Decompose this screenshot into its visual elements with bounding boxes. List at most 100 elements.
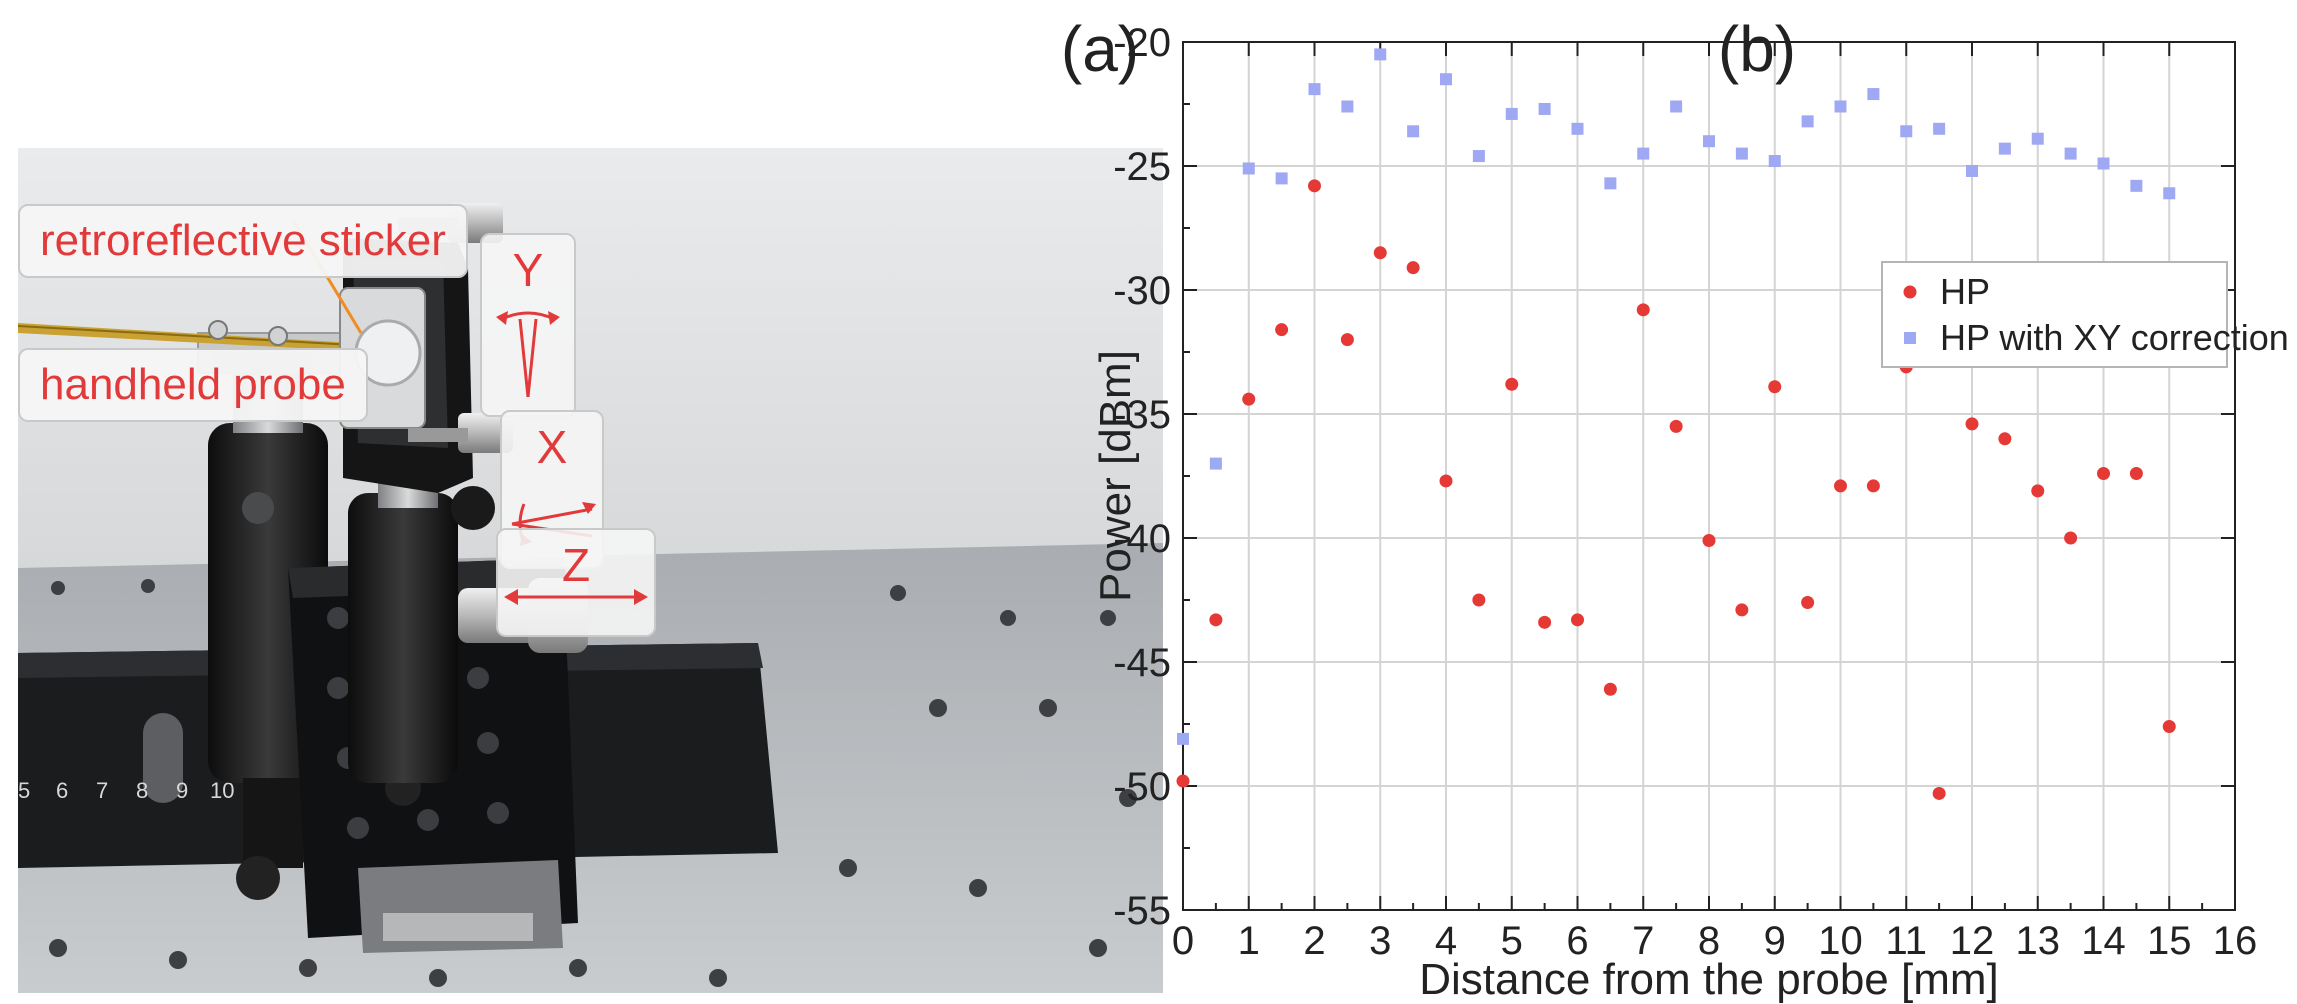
ruler-number: 9: [176, 778, 188, 803]
xy-corrected-point: [1308, 83, 1321, 96]
hp-point: [1603, 682, 1617, 696]
y-tick-label: -55: [1113, 889, 1171, 933]
hp-point: [2064, 531, 2078, 545]
xy-corrected-point: [1735, 147, 1748, 160]
y-axis-title: Power [dBm]: [1091, 350, 1140, 602]
legend-label: HP: [1940, 271, 1990, 312]
x-tick-label: 1: [1238, 919, 1260, 963]
x-tick-label: 6: [1566, 919, 1588, 963]
legend-marker-xy: [1904, 332, 1916, 344]
xy-corrected-point: [2097, 157, 2110, 170]
hp-point: [1636, 303, 1650, 317]
y-tick-label: -35: [1113, 393, 1171, 437]
z-translation-box: Z: [496, 528, 656, 637]
hp-point: [1735, 603, 1749, 617]
panel-label-a: (a): [1060, 13, 1140, 85]
x-tick-label: 16: [2213, 919, 2258, 963]
y-tick-label: -20: [1113, 21, 1171, 65]
hp-point: [1866, 479, 1880, 493]
hp-point: [1472, 593, 1486, 607]
hp-point: [1932, 786, 1946, 800]
x-tick-label: 9: [1764, 919, 1786, 963]
xy-corrected-point: [1177, 732, 1189, 745]
hp-point: [1242, 392, 1256, 406]
data-points: [1176, 48, 2176, 800]
x-tick-label: 12: [1950, 919, 1995, 963]
x-tick-label: 5: [1501, 919, 1523, 963]
x-tick-label: 7: [1632, 919, 1654, 963]
x-tick-label: 2: [1303, 919, 1325, 963]
x-tick-label: 3: [1369, 919, 1391, 963]
legend-marker-hp: [1903, 285, 1917, 299]
hp-point: [1768, 380, 1782, 394]
z-axis-letter: Z: [561, 539, 591, 591]
y-tick-label: -40: [1113, 517, 1171, 561]
probe-callout: handheld probe: [18, 348, 368, 422]
y-rotation-icon: [496, 311, 560, 398]
xy-corrected-point: [1472, 150, 1485, 163]
legend-label: HP with XY correction: [1940, 317, 2289, 358]
xy-corrected-point: [1834, 100, 1847, 113]
xy-corrected-point: [1538, 102, 1551, 115]
hp-point: [1702, 533, 1716, 547]
sticker-callout-text: retroreflective sticker: [40, 216, 446, 265]
xy-corrected-point: [1966, 164, 1978, 177]
xy-corrected-point: [1275, 172, 1288, 185]
x-tick-label: 14: [2081, 919, 2126, 963]
hp-point: [1505, 377, 1519, 391]
x-tick-label: 8: [1698, 919, 1720, 963]
ruler-number: 8: [136, 778, 148, 803]
probe-callout-text: handheld probe: [40, 360, 346, 409]
hp-point: [1998, 432, 2012, 446]
hp-point: [1801, 595, 1815, 609]
y-axis-letter: Y: [512, 244, 544, 296]
xy-corrected-point: [2064, 147, 2077, 160]
y-rotation-box: Y: [480, 233, 576, 417]
xy-corrected-point: [1571, 122, 1584, 135]
hp-point: [2129, 467, 2143, 481]
y-tick-label: -50: [1113, 765, 1171, 809]
panel-label-b: (b): [1717, 13, 1797, 85]
ruler-number: 7: [96, 778, 108, 803]
hp-point: [1340, 333, 1354, 347]
x-axis-letter: X: [536, 421, 568, 473]
hp-point: [1669, 419, 1683, 433]
ruler-number: 5: [18, 778, 30, 803]
xy-corrected-point: [1670, 100, 1683, 113]
hp-point: [1308, 179, 1321, 193]
xy-corrected-point: [1768, 155, 1781, 168]
xy-corrected-point: [2031, 132, 2044, 145]
xy-corrected-point: [1209, 457, 1222, 470]
legend: HP HP with XY correction: [1881, 261, 2289, 368]
xy-corrected-point: [1867, 88, 1880, 101]
x-tick-label: 11: [1885, 919, 1927, 963]
axis-ticks: 0 1 2 3 4 5 6 7 8 9 10 11 12 13 14 15 16-20-25-30-35-40-…: [1113, 21, 2257, 963]
xy-corrected-point: [1900, 125, 1913, 138]
x-tick-label: 4: [1435, 919, 1457, 963]
hp-point: [1275, 323, 1289, 337]
xy-corrected-point: [1998, 142, 2011, 155]
y-tick-label: -25: [1113, 145, 1171, 189]
xy-corrected-point: [1801, 115, 1814, 128]
xy-corrected-point: [1440, 73, 1452, 86]
xy-corrected-point: [1242, 162, 1255, 175]
xy-corrected-point: [2163, 187, 2176, 200]
xy-corrected-point: [2130, 179, 2143, 192]
y-tick-label: -30: [1113, 269, 1171, 313]
x-tick-label: 15: [2147, 919, 2192, 963]
hp-point: [1571, 613, 1584, 627]
hp-point: [1209, 613, 1223, 627]
xy-corrected-point: [1637, 147, 1650, 160]
hp-point: [1538, 615, 1552, 629]
x-tick-label: 0: [1172, 919, 1194, 963]
x-axis-title: Distance from the probe [mm]: [1419, 955, 1999, 1004]
sticker-callout: retroreflective sticker: [18, 204, 468, 278]
xy-corrected-point: [1374, 48, 1387, 61]
hp-point: [1406, 261, 1420, 275]
hp-point: [1176, 774, 1190, 788]
hp-point: [1439, 474, 1453, 488]
hp-point: [1373, 246, 1387, 260]
xy-corrected-point: [1604, 177, 1617, 190]
x-tick-label: 13: [2016, 919, 2061, 963]
